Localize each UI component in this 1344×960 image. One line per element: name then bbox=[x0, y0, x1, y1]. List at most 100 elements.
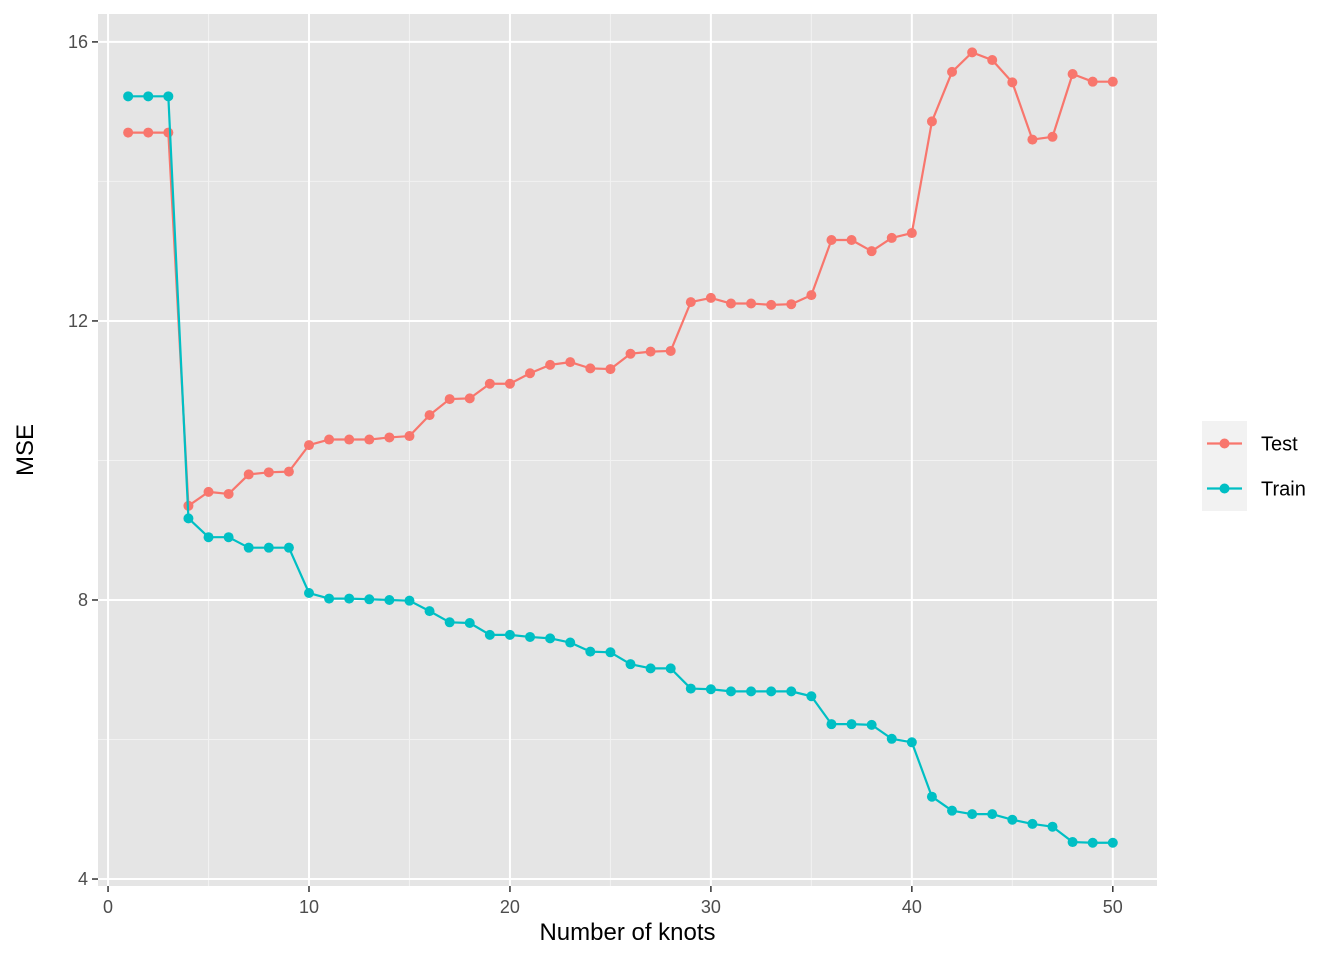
data-point-test bbox=[987, 55, 998, 66]
data-point-train bbox=[1087, 837, 1098, 848]
data-point-test bbox=[424, 410, 435, 421]
data-point-test bbox=[384, 432, 395, 443]
data-point-test bbox=[484, 378, 495, 389]
data-point-train bbox=[263, 542, 274, 553]
data-point-test bbox=[645, 346, 656, 357]
data-point-train bbox=[545, 633, 556, 644]
data-point-test bbox=[283, 466, 294, 477]
data-point-test bbox=[1067, 68, 1078, 79]
data-point-test bbox=[545, 359, 556, 370]
data-point-test bbox=[886, 232, 897, 243]
data-point-test bbox=[846, 235, 857, 246]
data-point-train bbox=[384, 594, 395, 605]
data-point-train bbox=[123, 91, 134, 102]
data-point-train bbox=[846, 719, 857, 730]
data-point-test bbox=[906, 228, 917, 239]
data-point-test bbox=[1107, 76, 1118, 87]
data-point-train bbox=[183, 513, 194, 524]
legend-item-train: Train bbox=[1202, 466, 1306, 511]
legend-item-test: Test bbox=[1202, 421, 1298, 466]
data-point-train bbox=[725, 686, 736, 697]
data-point-test bbox=[947, 66, 958, 77]
data-point-train bbox=[525, 631, 536, 642]
data-point-train bbox=[1027, 818, 1038, 829]
x-tick-label: 10 bbox=[299, 897, 319, 917]
data-point-test bbox=[404, 431, 415, 442]
axis-ticks bbox=[92, 41, 1114, 892]
data-point-train bbox=[947, 805, 958, 816]
data-point-test bbox=[725, 298, 736, 309]
data-point-test bbox=[806, 290, 817, 301]
data-point-train bbox=[746, 686, 757, 697]
legend-label-train: Train bbox=[1261, 479, 1306, 501]
data-point-train bbox=[786, 686, 797, 697]
data-point-test bbox=[565, 357, 576, 368]
x-axis-title: Number of knots bbox=[539, 919, 715, 946]
data-point-train bbox=[886, 733, 897, 744]
x-tick-label: 0 bbox=[103, 897, 113, 917]
data-point-test bbox=[243, 469, 254, 480]
data-point-train bbox=[283, 542, 294, 553]
panel-background bbox=[98, 14, 1157, 886]
data-point-train bbox=[344, 593, 355, 604]
data-point-train bbox=[324, 593, 335, 604]
data-point-train bbox=[645, 663, 656, 674]
data-point-train bbox=[926, 791, 937, 802]
data-point-test bbox=[504, 378, 515, 389]
data-point-test bbox=[223, 488, 234, 499]
data-point-train bbox=[585, 646, 596, 657]
data-point-train bbox=[766, 686, 777, 697]
data-point-train bbox=[203, 532, 214, 543]
data-point-train bbox=[1007, 814, 1018, 825]
data-point-train bbox=[967, 809, 978, 820]
data-point-train bbox=[464, 618, 475, 629]
data-point-test bbox=[1047, 131, 1058, 142]
data-point-test bbox=[766, 299, 777, 310]
data-point-train bbox=[665, 663, 676, 674]
data-point-test bbox=[1007, 77, 1018, 88]
data-point-test bbox=[364, 434, 375, 445]
data-point-train bbox=[303, 588, 314, 599]
data-point-test bbox=[746, 298, 757, 309]
data-point-train bbox=[484, 629, 495, 640]
y-tick-label: 4 bbox=[78, 869, 88, 889]
data-point-train bbox=[565, 637, 576, 648]
data-point-train bbox=[1107, 837, 1118, 848]
data-point-train bbox=[866, 719, 877, 730]
data-point-test bbox=[967, 47, 978, 58]
data-point-test bbox=[203, 486, 214, 497]
data-point-test bbox=[324, 434, 335, 445]
data-point-test bbox=[826, 235, 837, 246]
y-tick-label: 16 bbox=[68, 32, 88, 52]
data-point-train bbox=[826, 719, 837, 730]
grid-minor bbox=[98, 14, 1157, 886]
legend-label-test: Test bbox=[1261, 434, 1298, 456]
data-point-test bbox=[163, 127, 174, 138]
series-layer bbox=[123, 47, 1118, 848]
data-point-test bbox=[263, 467, 274, 478]
data-point-test bbox=[926, 116, 937, 127]
series-line-test bbox=[128, 51, 1113, 507]
data-point-test bbox=[705, 292, 716, 303]
data-point-test bbox=[786, 299, 797, 310]
data-point-train bbox=[987, 809, 998, 820]
series-test bbox=[123, 47, 1118, 511]
data-point-test bbox=[303, 440, 314, 451]
data-point-train bbox=[163, 91, 174, 102]
data-point-test bbox=[444, 394, 455, 405]
data-point-test bbox=[1027, 134, 1038, 145]
data-point-train bbox=[906, 737, 917, 748]
y-tick-label: 12 bbox=[68, 311, 88, 331]
series-train bbox=[123, 91, 1118, 848]
data-point-train bbox=[605, 647, 616, 658]
y-tick-label: 8 bbox=[78, 590, 88, 610]
data-point-train bbox=[625, 659, 636, 670]
x-tick-label: 40 bbox=[902, 897, 922, 917]
data-point-test bbox=[685, 297, 696, 308]
data-point-train bbox=[424, 606, 435, 617]
x-tick-label: 20 bbox=[500, 897, 520, 917]
data-point-test bbox=[464, 393, 475, 404]
x-tick-label: 50 bbox=[1103, 897, 1123, 917]
data-point-test bbox=[143, 127, 154, 138]
